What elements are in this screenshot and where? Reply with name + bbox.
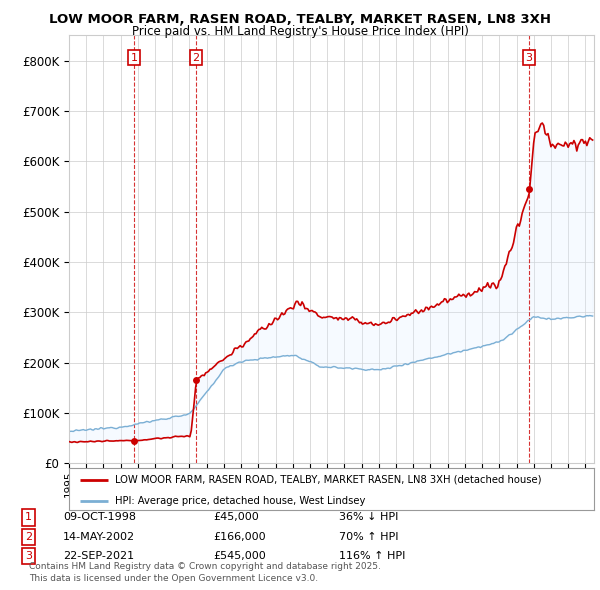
Text: 3: 3 <box>25 552 32 561</box>
Text: LOW MOOR FARM, RASEN ROAD, TEALBY, MARKET RASEN, LN8 3XH (detached house): LOW MOOR FARM, RASEN ROAD, TEALBY, MARKE… <box>115 475 542 485</box>
Text: Price paid vs. HM Land Registry's House Price Index (HPI): Price paid vs. HM Land Registry's House … <box>131 25 469 38</box>
Text: 116% ↑ HPI: 116% ↑ HPI <box>339 552 406 561</box>
Text: 14-MAY-2002: 14-MAY-2002 <box>63 532 135 542</box>
Text: 70% ↑ HPI: 70% ↑ HPI <box>339 532 398 542</box>
Text: £166,000: £166,000 <box>213 532 266 542</box>
Text: 36% ↓ HPI: 36% ↓ HPI <box>339 513 398 522</box>
Text: £45,000: £45,000 <box>213 513 259 522</box>
Text: 2: 2 <box>192 53 199 63</box>
Text: Contains HM Land Registry data © Crown copyright and database right 2025.
This d: Contains HM Land Registry data © Crown c… <box>29 562 380 583</box>
Text: 09-OCT-1998: 09-OCT-1998 <box>63 513 136 522</box>
Text: 1: 1 <box>25 513 32 522</box>
Text: LOW MOOR FARM, RASEN ROAD, TEALBY, MARKET RASEN, LN8 3XH: LOW MOOR FARM, RASEN ROAD, TEALBY, MARKE… <box>49 13 551 26</box>
Text: £545,000: £545,000 <box>213 552 266 561</box>
Text: HPI: Average price, detached house, West Lindsey: HPI: Average price, detached house, West… <box>115 496 365 506</box>
Text: 22-SEP-2021: 22-SEP-2021 <box>63 552 134 561</box>
Text: 3: 3 <box>526 53 533 63</box>
Text: 1: 1 <box>131 53 137 63</box>
Text: 2: 2 <box>25 532 32 542</box>
